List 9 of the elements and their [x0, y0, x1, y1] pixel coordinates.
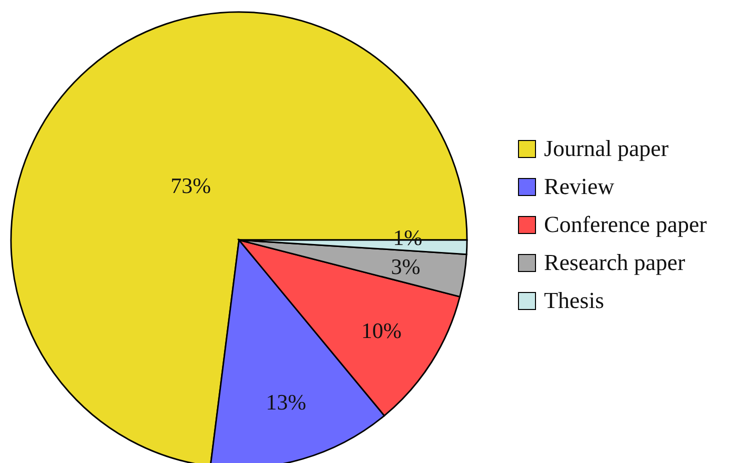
legend-label: Journal paper	[544, 136, 669, 162]
data-label: 13%	[266, 390, 306, 415]
data-label: 3%	[390, 254, 420, 279]
data-label: 10%	[361, 318, 402, 343]
legend-label: Review	[544, 174, 614, 200]
legend-label: Research paper	[544, 250, 686, 276]
legend-label: Conference paper	[544, 212, 707, 238]
data-label: 73%	[170, 172, 211, 198]
legend-label: Thesis	[544, 288, 604, 314]
